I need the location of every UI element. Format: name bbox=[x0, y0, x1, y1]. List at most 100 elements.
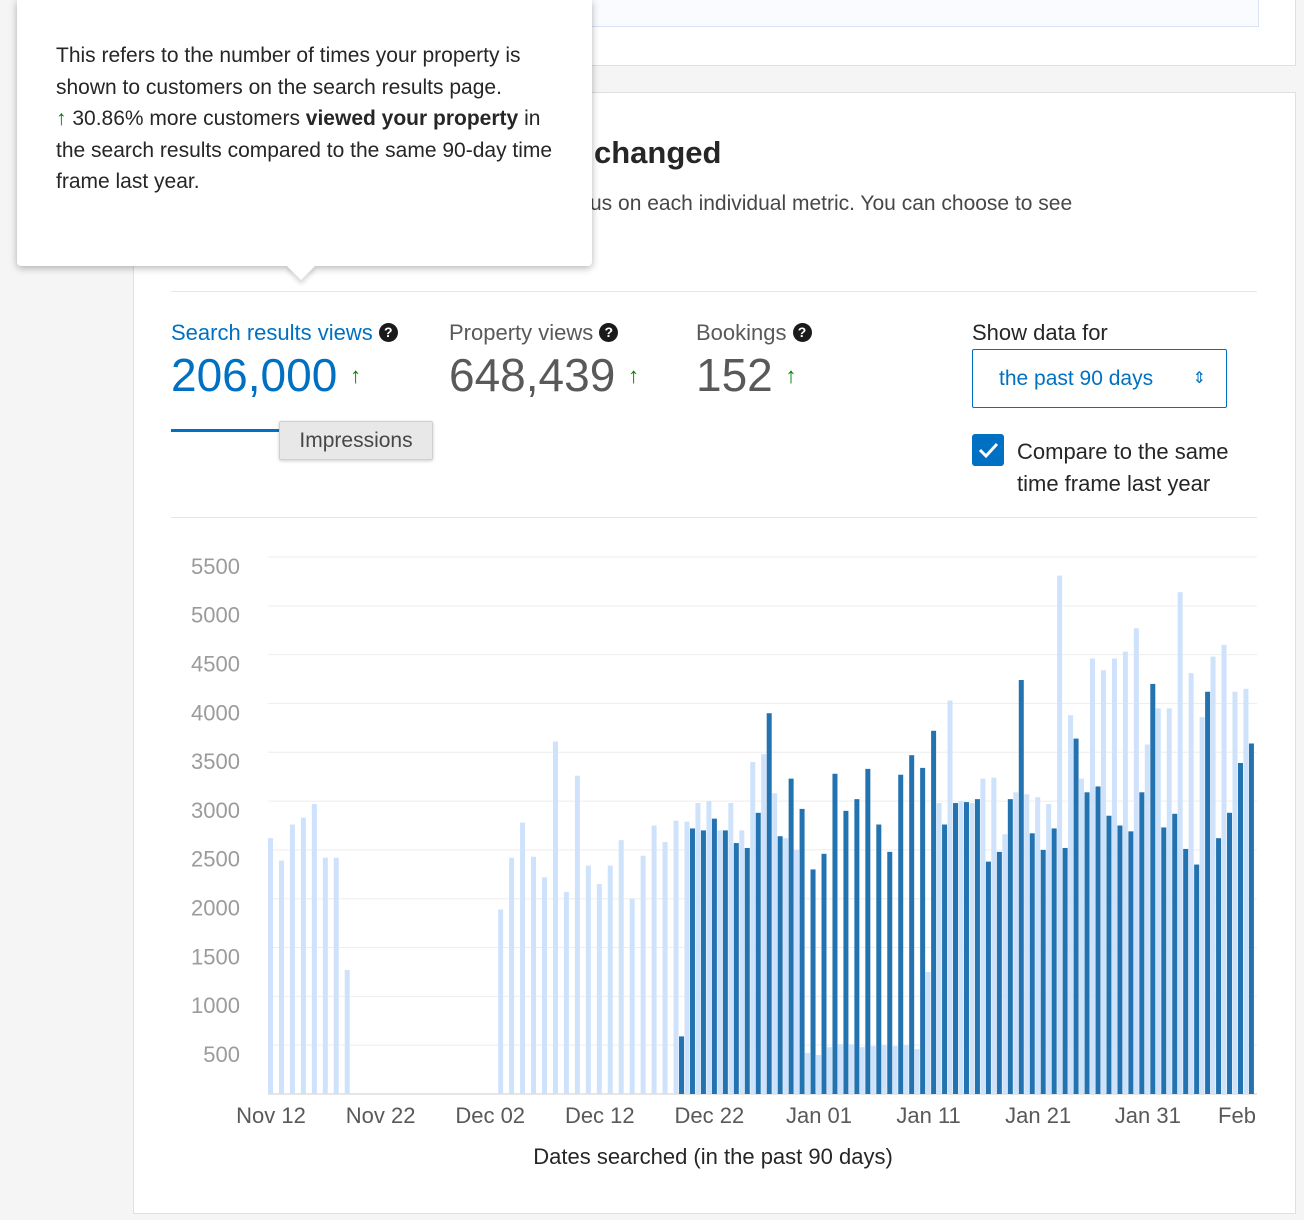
bar bbox=[1166, 708, 1172, 1094]
bar bbox=[936, 803, 942, 1094]
bar bbox=[1079, 778, 1085, 1094]
active-underline bbox=[171, 429, 281, 432]
hover-label: Impressions bbox=[279, 421, 433, 460]
bar bbox=[788, 778, 794, 1094]
bar bbox=[1183, 848, 1189, 1094]
bar bbox=[651, 825, 657, 1094]
period-select[interactable]: the past 90 days ⇕ bbox=[972, 349, 1227, 408]
bar bbox=[1029, 833, 1035, 1094]
bar bbox=[1227, 812, 1233, 1094]
checkbox[interactable] bbox=[972, 434, 1004, 466]
y-tick-label: 5000 bbox=[191, 603, 240, 628]
bar bbox=[542, 877, 547, 1094]
x-tick-label: Jan 21 bbox=[1005, 1103, 1071, 1128]
checkbox-label-line: Compare to the same bbox=[1017, 439, 1229, 464]
bar bbox=[870, 1046, 876, 1094]
bar bbox=[1232, 691, 1238, 1094]
bar bbox=[1205, 691, 1211, 1094]
bar bbox=[980, 778, 986, 1094]
metric-value: 152 bbox=[696, 349, 773, 401]
bar bbox=[689, 828, 695, 1094]
bar bbox=[1046, 804, 1052, 1094]
bar bbox=[925, 971, 931, 1094]
top-card bbox=[590, 0, 1296, 66]
bar bbox=[684, 821, 690, 1094]
bar bbox=[1057, 575, 1063, 1094]
bar bbox=[700, 830, 706, 1094]
bar bbox=[717, 830, 723, 1094]
bar bbox=[1161, 827, 1167, 1094]
bar bbox=[826, 1047, 832, 1094]
metric[interactable]: Bookings? 152 ↑ bbox=[696, 320, 812, 402]
bar bbox=[618, 840, 624, 1094]
check-icon bbox=[978, 442, 999, 459]
bar bbox=[783, 838, 789, 1094]
help-icon[interactable]: ? bbox=[792, 323, 812, 342]
bar bbox=[498, 909, 504, 1094]
bar bbox=[1237, 763, 1243, 1094]
bar bbox=[887, 851, 893, 1094]
bar bbox=[755, 812, 761, 1094]
y-tick-label: 1500 bbox=[191, 944, 240, 969]
input-box bbox=[591, 0, 1259, 27]
bar bbox=[859, 1047, 865, 1094]
x-tick-label: Jan 11 bbox=[896, 1103, 960, 1128]
bar bbox=[854, 799, 860, 1094]
bar bbox=[794, 849, 800, 1094]
bar bbox=[1243, 688, 1249, 1094]
help-icon[interactable]: ? bbox=[599, 323, 619, 342]
bar bbox=[876, 824, 882, 1094]
bar bbox=[1073, 738, 1079, 1094]
bar bbox=[816, 1054, 821, 1094]
bar bbox=[881, 1045, 887, 1094]
bar bbox=[1007, 799, 1013, 1094]
bar bbox=[821, 853, 827, 1094]
bar bbox=[1139, 792, 1145, 1094]
x-tick-label: Dec 02 bbox=[455, 1103, 525, 1128]
bar bbox=[1024, 794, 1030, 1094]
bar bbox=[1150, 683, 1156, 1094]
bar bbox=[892, 1046, 898, 1094]
x-tick-label: Nov 12 bbox=[236, 1103, 306, 1128]
bar bbox=[914, 1049, 920, 1094]
bar bbox=[837, 1044, 843, 1094]
bar bbox=[969, 803, 975, 1094]
y-tick-label: 3500 bbox=[191, 749, 240, 774]
bar bbox=[728, 803, 734, 1094]
bar bbox=[1100, 670, 1106, 1094]
bar bbox=[509, 857, 515, 1094]
divider bbox=[171, 291, 1257, 292]
bar bbox=[772, 793, 778, 1094]
bar bbox=[1040, 849, 1046, 1094]
bar bbox=[991, 777, 997, 1094]
bar bbox=[1199, 717, 1205, 1094]
bar bbox=[607, 865, 613, 1094]
tooltip-text: This refers to the number of times your … bbox=[56, 40, 556, 198]
bar bbox=[289, 824, 295, 1094]
help-icon[interactable]: ? bbox=[378, 323, 398, 342]
y-tick-label: 4000 bbox=[191, 700, 240, 725]
metric[interactable]: Search results views? 206,000 ↑ bbox=[171, 320, 398, 402]
show-label: Show data for bbox=[972, 320, 1108, 345]
bar bbox=[1155, 708, 1161, 1094]
bar bbox=[520, 822, 526, 1094]
bar bbox=[1117, 825, 1123, 1094]
bar bbox=[1002, 834, 1008, 1094]
bar bbox=[596, 884, 602, 1094]
section-description: us on each individual metric. You can ch… bbox=[590, 192, 1073, 215]
up-arrow: ↑ bbox=[785, 363, 797, 388]
bar bbox=[585, 865, 591, 1094]
bar bbox=[574, 775, 580, 1094]
bar bbox=[679, 1036, 685, 1094]
bar bbox=[805, 1052, 811, 1094]
metric[interactable]: Property views? 648,439 ↑ bbox=[449, 320, 639, 402]
x-tick-label: Dec 12 bbox=[565, 1103, 635, 1128]
bar bbox=[311, 804, 317, 1094]
x-tick-label: Dec 22 bbox=[675, 1103, 745, 1128]
bar bbox=[278, 860, 284, 1094]
y-tick-label: 2000 bbox=[191, 896, 240, 921]
bar bbox=[843, 810, 849, 1094]
checkbox-label: Compare to the same time frame last year bbox=[1017, 436, 1229, 500]
bar bbox=[974, 799, 980, 1094]
bar bbox=[958, 801, 964, 1094]
